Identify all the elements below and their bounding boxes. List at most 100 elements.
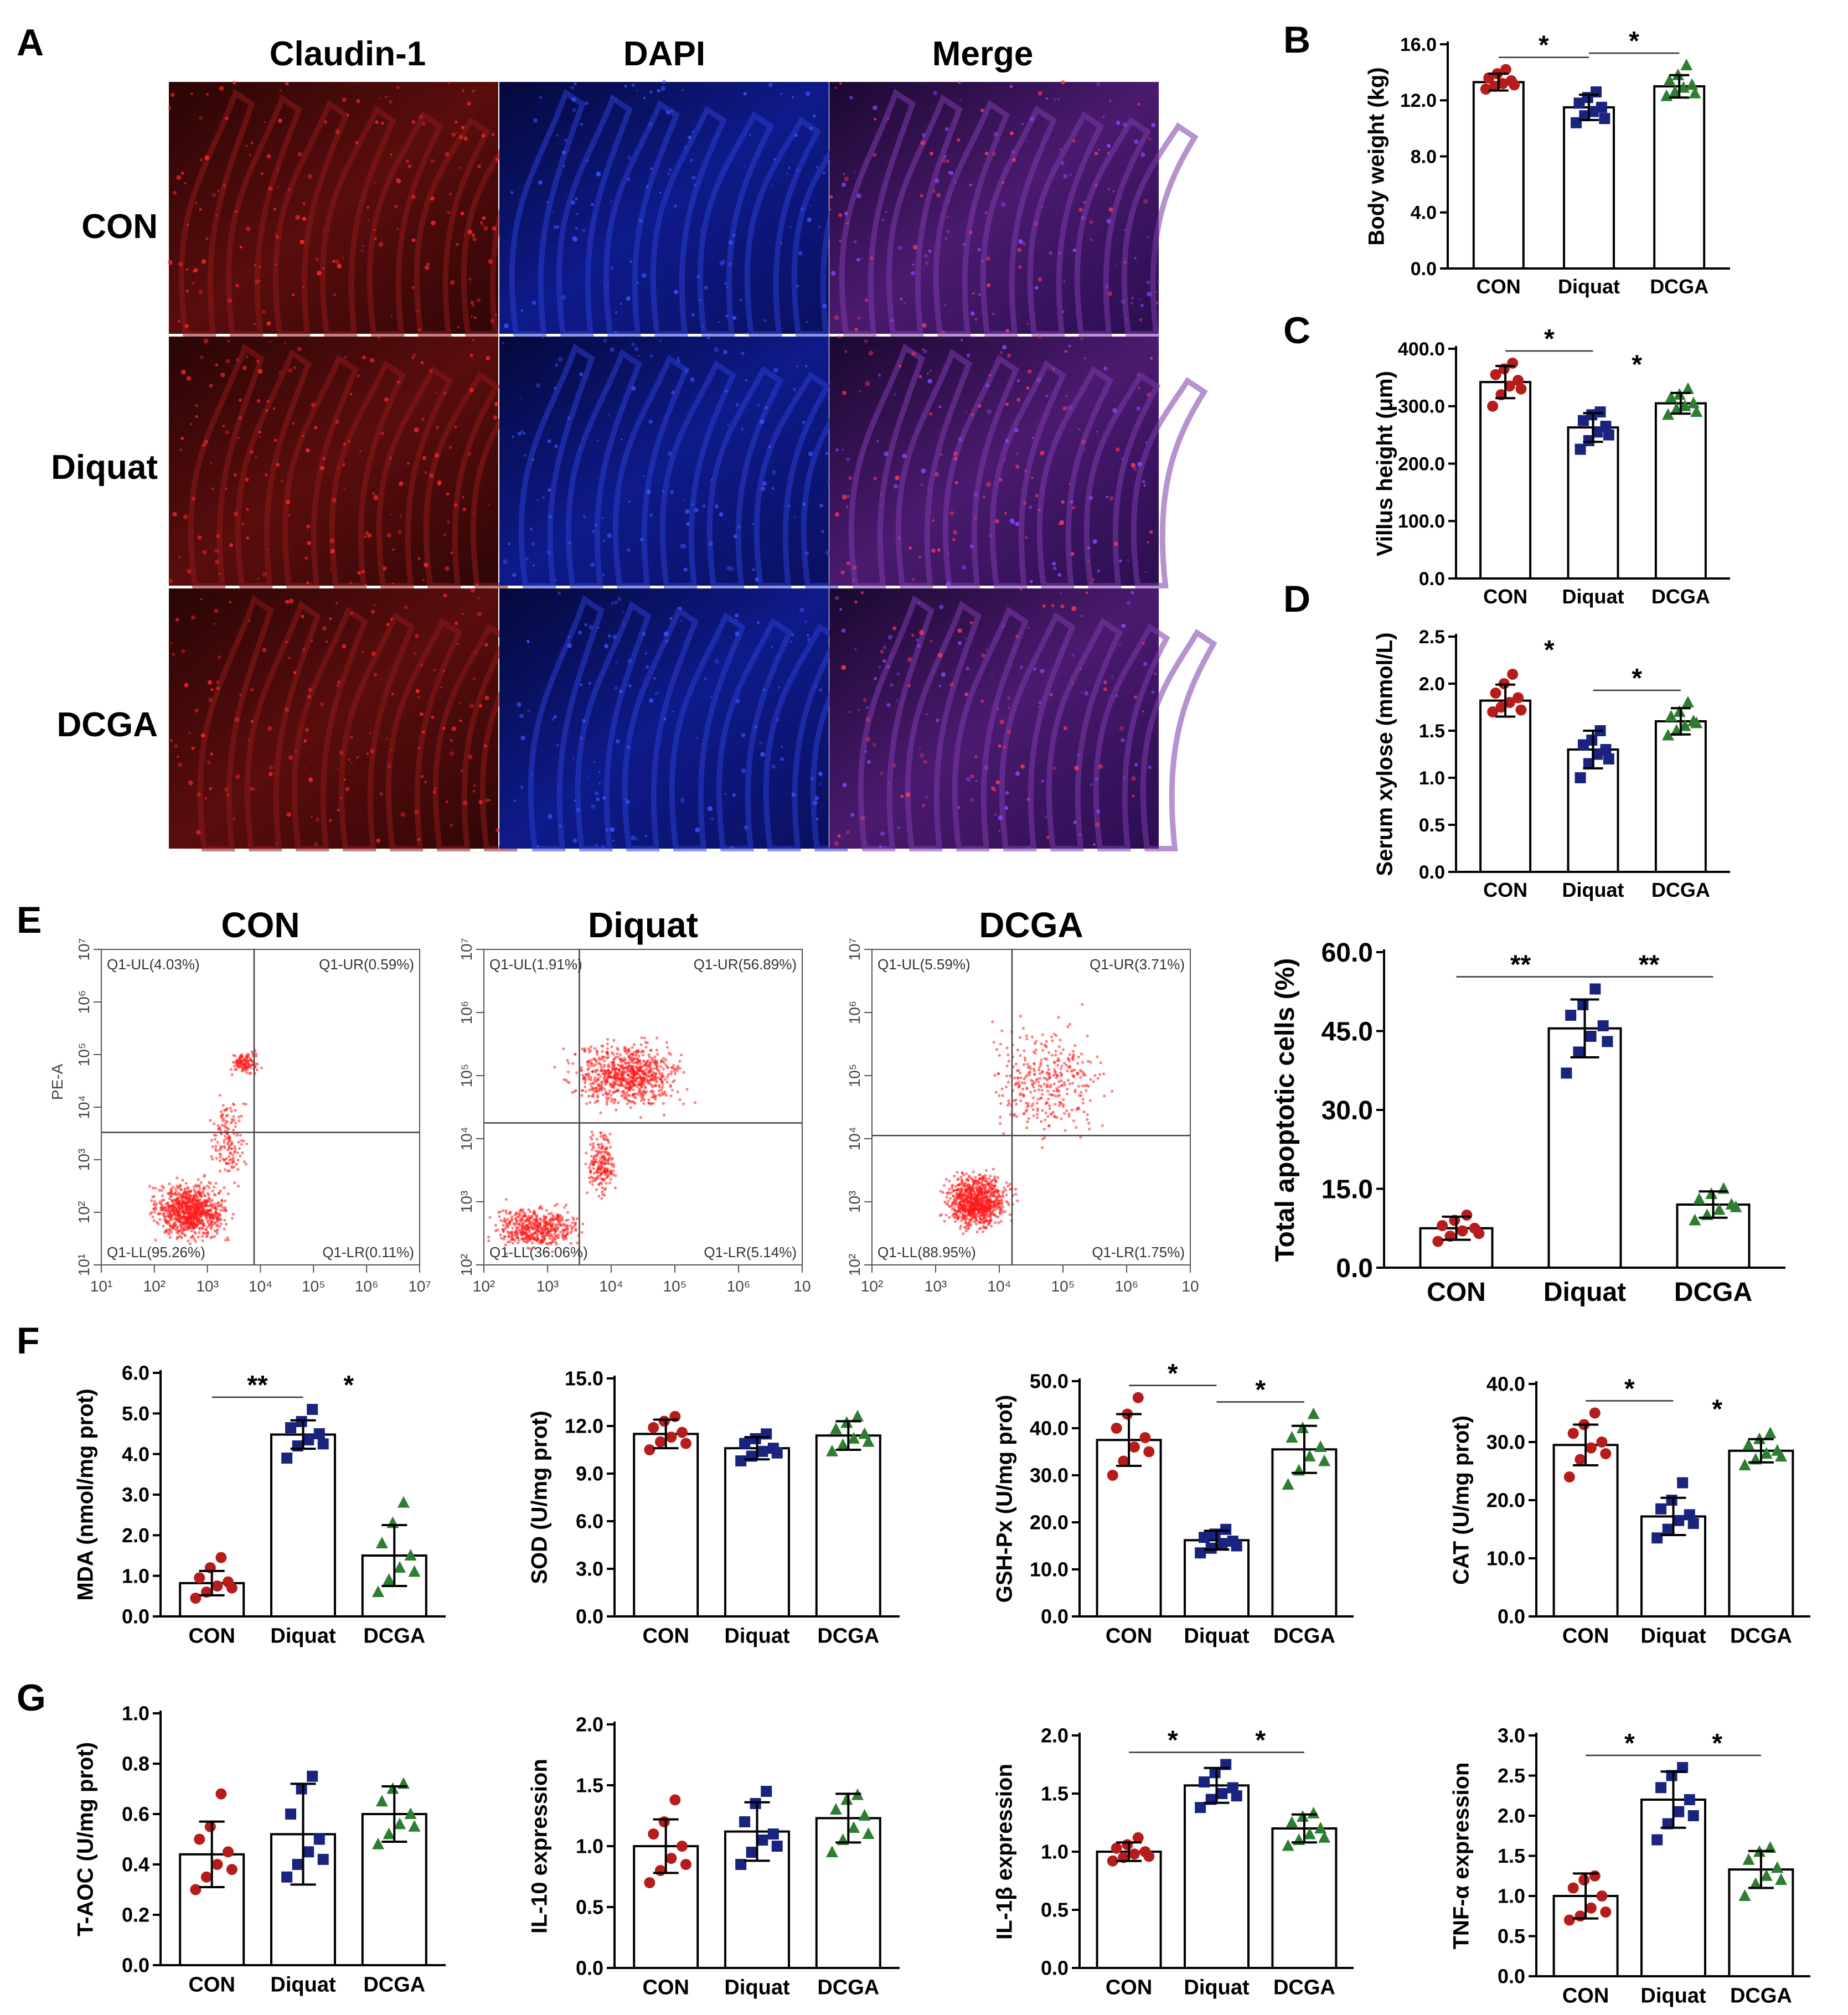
data-point <box>1489 80 1500 92</box>
data-point <box>307 1404 318 1415</box>
micrograph-diquat-dapi <box>499 335 878 588</box>
panel-e-flow: E CON Q1-UL(4.03%) Q1-UR(0.59%) Q1-LL(95.26… <box>17 899 1199 1295</box>
data-point <box>771 1841 783 1852</box>
data-point <box>1600 1448 1612 1459</box>
x-tick-label: DCGA <box>1273 1976 1335 2000</box>
data-point <box>371 1585 384 1597</box>
data-point <box>1583 758 1594 769</box>
data-point <box>194 1572 205 1584</box>
data-point <box>1504 697 1515 708</box>
data-point <box>1693 1192 1706 1205</box>
x-tick-label: CON <box>642 1625 689 1648</box>
data-point <box>1760 1869 1773 1881</box>
flow-plot-title: Diquat <box>588 905 698 945</box>
data-point <box>394 1561 406 1573</box>
y-tick-label: 1.0 <box>1419 768 1445 789</box>
row-label-con: CON <box>81 208 158 246</box>
data-point <box>1687 1518 1699 1529</box>
y-tick-label: 6.0 <box>122 1362 149 1384</box>
data-point <box>1195 1802 1206 1814</box>
data-point <box>1661 408 1674 420</box>
data-point <box>648 1422 659 1433</box>
data-point <box>1457 1225 1468 1237</box>
y-tick-label: 20.0 <box>1486 1489 1525 1512</box>
data-point <box>1666 1495 1677 1506</box>
data-point <box>1771 1861 1784 1873</box>
y-tick-label: 0.2 <box>122 1904 149 1926</box>
y-tick-label: 40.0 <box>1030 1417 1068 1440</box>
micrograph-diquat-merge <box>829 334 1208 588</box>
flow-xtick: 10 <box>793 1278 811 1295</box>
data-point <box>1286 1431 1298 1443</box>
data-point <box>1507 669 1519 680</box>
significance-marker: * <box>1168 1359 1178 1388</box>
x-tick-label: DCGA <box>1651 879 1710 901</box>
data-point <box>1220 1523 1232 1535</box>
data-point <box>1107 1855 1118 1867</box>
data-point <box>1303 1450 1316 1461</box>
quadrant-label-ul: Q1-UL(1.91%) <box>489 956 582 973</box>
y-axis-label: Body weight (kg) <box>1364 67 1388 245</box>
chart-g3: 0.0 0.5 1.0 1.5 2.0 IL-1β expression CON Diquat… <box>993 1724 1354 2000</box>
data-point <box>1670 724 1683 736</box>
chart-d: D 0.0 0.5 1.0 1.5 2.0 2.5 Serum xylose (mmol/L)… <box>1283 578 1730 901</box>
chart-g2: 0.0 0.5 1.0 1.5 2.0 IL-10 expression CON Diquat… <box>528 1713 900 2000</box>
data-point <box>1684 1509 1695 1521</box>
data-point <box>1216 1538 1228 1549</box>
data-point <box>313 1428 325 1439</box>
quadrant-label-ul: Q1-UL(4.03%) <box>107 956 200 973</box>
x-tick-label: DCGA <box>817 1976 879 2000</box>
significance-marker: * <box>1632 350 1642 380</box>
flow-xtick: 10⁷ <box>408 1278 431 1295</box>
data-point <box>1592 426 1603 438</box>
data-point <box>1561 1067 1572 1079</box>
data-point <box>1730 1200 1742 1212</box>
data-point <box>404 1807 417 1819</box>
data-point <box>1662 1523 1674 1535</box>
y-tick-label: 15.0 <box>565 1367 603 1390</box>
data-point <box>211 1859 223 1870</box>
data-point <box>200 1871 212 1883</box>
y-tick-label: 30.0 <box>1030 1464 1068 1487</box>
bar-diquat <box>1563 106 1615 270</box>
y-axis-label: IL-1β expression <box>993 1764 1017 1940</box>
data-point <box>285 1422 297 1433</box>
y-tick-label: 1.0 <box>122 1564 149 1587</box>
data-point <box>1690 716 1703 728</box>
data-point <box>1600 744 1612 755</box>
chart-b: B 0.0 4.0 8.0 12.0 16.0 Body weight (kg) CON Diq… <box>1283 19 1730 298</box>
data-point <box>1677 1762 1689 1773</box>
flow-ytick: 10³ <box>458 1191 475 1213</box>
data-point <box>1673 1515 1685 1526</box>
significance-marker: ** <box>247 1371 268 1400</box>
data-point <box>1483 72 1495 84</box>
data-point <box>1575 1454 1586 1465</box>
micrograph-dcga-claudin-1 <box>169 588 557 851</box>
data-point <box>757 1835 768 1846</box>
quadrant-label-ur: Q1-UR(0.59%) <box>319 956 414 973</box>
x-tick-label: DCGA <box>363 1625 425 1648</box>
bar-dcga <box>815 1434 881 1618</box>
x-tick-label: CON <box>1483 585 1527 608</box>
x-tick-label: Diquat <box>270 1973 336 1997</box>
col-label-merge: Merge <box>932 35 1034 73</box>
data-point <box>1583 435 1594 446</box>
data-point <box>658 1816 670 1827</box>
data-point <box>848 1821 860 1833</box>
data-point <box>1432 1236 1444 1247</box>
row-label-dcga: DCGA <box>56 706 158 744</box>
data-point <box>1600 1906 1612 1918</box>
data-point <box>1199 1776 1210 1787</box>
x-tick-label: CON <box>188 1973 235 1997</box>
data-point <box>292 1859 303 1870</box>
data-point <box>226 1582 238 1594</box>
y-tick-label: 0.0 <box>1336 1254 1373 1283</box>
y-tick-label: 1.0 <box>122 1702 149 1725</box>
data-point <box>739 1438 751 1449</box>
x-tick-label: Diquat <box>1544 1278 1626 1307</box>
data-point <box>1764 1427 1777 1439</box>
y-tick-label: 0.0 <box>1419 569 1445 590</box>
bar-dcga <box>1653 85 1706 270</box>
panel-letter-c: C <box>1283 309 1310 352</box>
